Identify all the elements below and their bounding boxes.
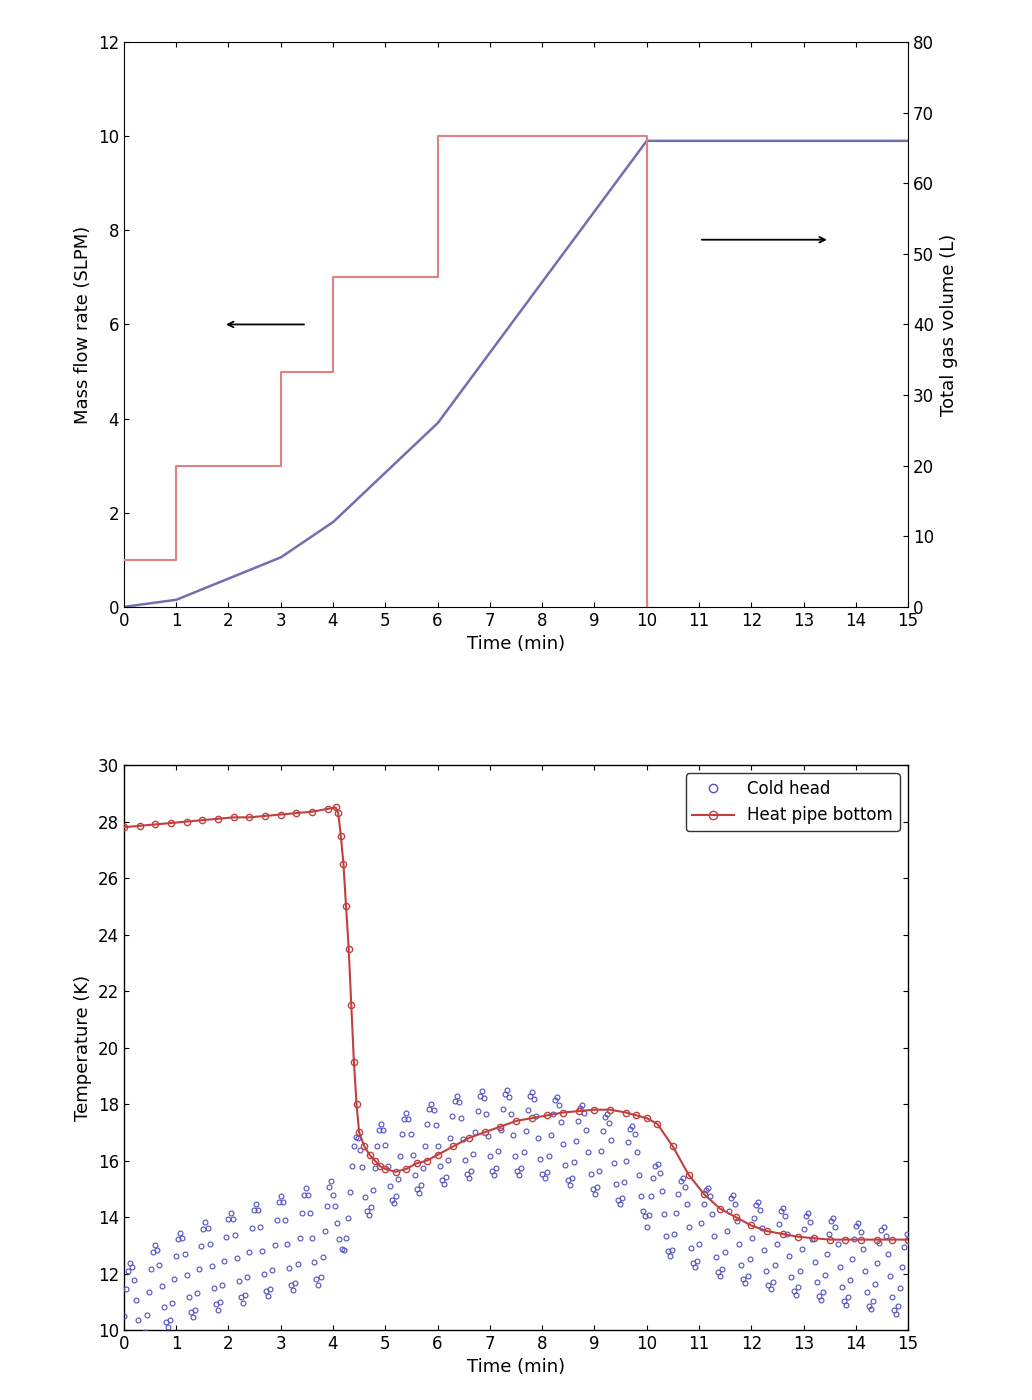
Y-axis label: Temperature (K): Temperature (K): [74, 974, 92, 1120]
Y-axis label: Total gas volume (L): Total gas volume (L): [940, 234, 958, 416]
Y-axis label: Mass flow rate (SLPM): Mass flow rate (SLPM): [74, 225, 92, 424]
X-axis label: Time (min): Time (min): [466, 1358, 566, 1376]
X-axis label: Time (min): Time (min): [466, 636, 566, 654]
Legend: Cold head, Heat pipe bottom: Cold head, Heat pipe bottom: [685, 773, 900, 832]
